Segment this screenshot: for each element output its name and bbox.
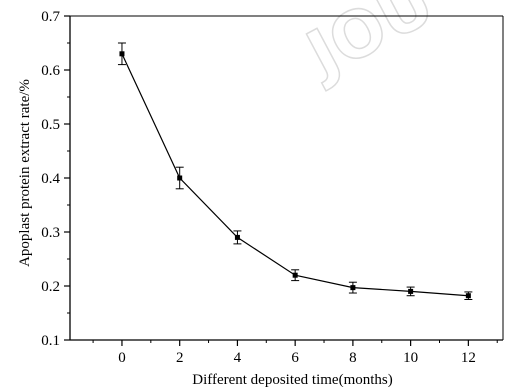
x-tick-label: 8 — [349, 350, 357, 366]
data-point — [292, 272, 298, 278]
data-point — [408, 288, 414, 294]
y-tick-label: 0.7 — [41, 9, 60, 25]
x-tick-label: 12 — [461, 350, 476, 366]
data-point — [234, 234, 240, 240]
y-axis-title: Apoplast protein extract rate/% — [17, 79, 33, 267]
x-tick-label: 2 — [176, 350, 184, 366]
plot-area — [117, 42, 473, 300]
y-tick-label: 0.4 — [41, 171, 60, 187]
axes: 0.1 0.2 0.3 0.4 0.5 0.6 0.7 0 2 4 6 8 10 12 — [41, 9, 504, 366]
y-tick-label: 0.1 — [41, 333, 60, 349]
y-tick-label: 0.6 — [41, 63, 60, 79]
data-point — [350, 285, 356, 291]
x-tick-label: 10 — [403, 350, 418, 366]
x-tick-label: 4 — [234, 350, 242, 366]
y-tick-label: 0.5 — [41, 117, 60, 133]
y-tick-label: 0.3 — [41, 225, 60, 241]
data-point — [119, 51, 125, 57]
x-tick-label: 6 — [291, 350, 299, 366]
series-line — [121, 53, 469, 297]
y-tick-label: 0.2 — [41, 279, 60, 295]
x-axis-title: Different deposited time(months) — [192, 372, 393, 387]
data-point — [177, 175, 183, 181]
x-tick-label: 0 — [118, 350, 126, 366]
watermark-text: JOU — [292, 0, 445, 94]
data-point — [465, 293, 471, 299]
